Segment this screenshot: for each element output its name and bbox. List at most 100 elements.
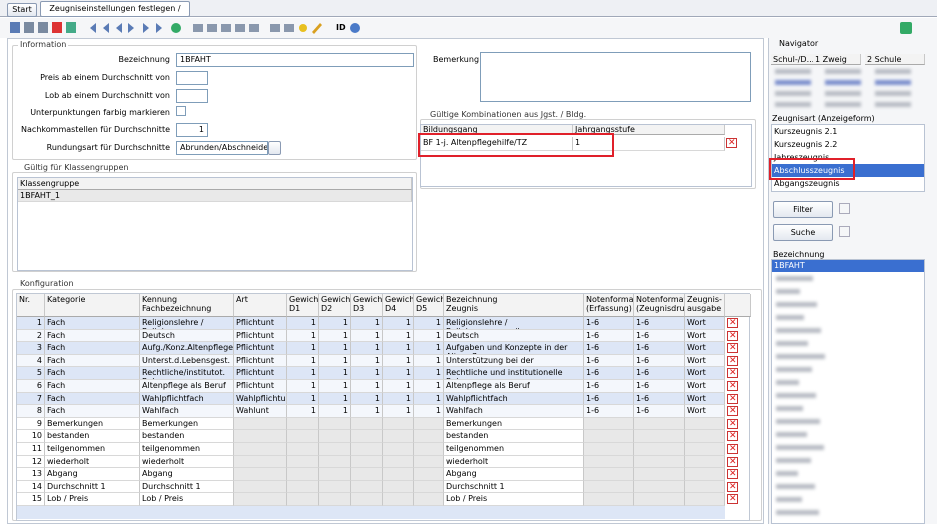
table-cell [685, 468, 725, 481]
delete-button[interactable] [727, 355, 738, 366]
report-type[interactable]: Kurszeugnis 2.1 [774, 127, 838, 136]
delete-button[interactable] [727, 330, 738, 341]
table-cell [319, 493, 351, 506]
table-cell: bestanden [444, 430, 584, 443]
delete-button[interactable] [727, 481, 738, 492]
field-label: Preis ab einem Durchschnitt von [40, 73, 170, 82]
table-cell: Rechtliche und institutionelle Rahme... [444, 367, 584, 380]
combination-cell: 1 [573, 137, 725, 151]
field-input[interactable]: Abrunden/Abschneiden [176, 141, 268, 155]
table-cell: 1 [287, 342, 319, 355]
field-input[interactable] [176, 71, 208, 85]
table-cell: Durchschnitt 1 [140, 480, 234, 494]
id-button[interactable]: ID [336, 23, 346, 32]
table-cell [319, 468, 351, 481]
field-input[interactable]: 1BFAHT [176, 53, 414, 67]
action-button[interactable]: Suche [773, 224, 833, 241]
report-type[interactable]: Jahreszeugnis [774, 153, 830, 162]
class-group-table: Klassengruppe 1BFAHT_1 [17, 177, 413, 271]
delete-button[interactable] [726, 138, 737, 148]
field-input[interactable] [176, 106, 186, 116]
column-header: Nr. [17, 294, 45, 317]
blurred-entry [776, 367, 812, 372]
table-cell: 1 [414, 380, 444, 393]
table-cell: 1 [383, 329, 414, 343]
navigator-title: Navigator [779, 39, 819, 48]
delete-button[interactable] [727, 494, 738, 505]
table-cell: Altenpflege als Beruf [444, 380, 584, 393]
delete-button[interactable] [727, 418, 738, 429]
list-item[interactable]: 1BFAHT [772, 260, 924, 272]
table-cell: Abgang [444, 468, 584, 481]
table-cell: Wort [685, 317, 725, 330]
blurred-entry [875, 91, 911, 96]
blurred-entry [776, 354, 825, 359]
delete-button[interactable] [727, 406, 738, 417]
field-label: Unterpunktungen farbig markieren [30, 108, 170, 117]
table-cell: Wahlfach [140, 405, 234, 418]
table-cell: 1 [414, 392, 444, 406]
field-input[interactable] [176, 89, 208, 103]
report-type[interactable]: Abschlusszeugnis [772, 164, 924, 177]
delete-button[interactable] [727, 381, 738, 391]
delete-button[interactable] [727, 368, 738, 379]
tab-bar: Start Zeugniseinstellungen festlegen / ä… [0, 0, 937, 27]
table-cell [634, 480, 685, 494]
report-type[interactable]: Abgangszeugnis [774, 179, 840, 188]
dropdown-button[interactable] [268, 141, 281, 155]
highlight [418, 133, 614, 157]
delete-button[interactable] [727, 318, 738, 328]
table-cell: 1-6 [584, 354, 634, 368]
delete-button[interactable] [727, 444, 738, 454]
table-cell [634, 430, 685, 443]
table-cell: 15 [17, 493, 45, 506]
list: 1BFAHT [771, 259, 925, 524]
table-cell: 12 [17, 455, 45, 469]
table-cell: 13 [17, 468, 45, 481]
table-cell: Wort [685, 367, 725, 380]
checkbox[interactable] [839, 203, 850, 214]
tab[interactable]: Start [7, 3, 37, 17]
table-cell [584, 430, 634, 443]
table-cell: 1-6 [584, 317, 634, 330]
table-cell: bestanden [140, 430, 234, 443]
table-cell: 11 [17, 443, 45, 456]
field-label: Nachkommastellen für Durchschnitte [21, 125, 170, 134]
table-cell: Religionslehre / Religion... [140, 317, 234, 330]
blurred-entry [825, 69, 861, 74]
report-type-title: Zeugnisart (Anzeigeform) [772, 114, 875, 123]
checkbox[interactable] [839, 226, 850, 237]
table-cell: Fach [45, 317, 140, 330]
delete-button[interactable] [727, 343, 738, 354]
table-cell [383, 480, 414, 494]
table-cell: 1-6 [584, 405, 634, 418]
table-cell: Aufgaben und Konzepte in der Altenpfl... [444, 342, 584, 355]
tab[interactable]: Zeugniseinstellungen festlegen / ändern [40, 1, 190, 27]
table-cell: 1-6 [634, 405, 685, 418]
table-cell: Pflichtunt [234, 342, 287, 355]
table-cell: Wort [685, 342, 725, 355]
table-cell [414, 430, 444, 443]
refresh-button[interactable] [900, 22, 912, 34]
delete-button[interactable] [727, 456, 738, 467]
table-cell: Pflichtunt [234, 317, 287, 330]
column-header: Gewicht D2 [319, 294, 351, 317]
delete-button[interactable] [727, 431, 738, 442]
table-cell [634, 493, 685, 506]
table-cell: Unterst.d.Lebensgest. [140, 354, 234, 368]
table-cell [414, 480, 444, 494]
table-cell: Wort [685, 329, 725, 343]
table-cell: 1 [414, 354, 444, 368]
table-cell [414, 417, 444, 431]
field-input[interactable]: 1 [176, 123, 208, 137]
report-type[interactable]: Kurszeugnis 2.2 [774, 140, 838, 149]
table-cell: Pflichtunt [234, 367, 287, 380]
table-cell: 1-6 [584, 367, 634, 380]
table-cell [685, 480, 725, 494]
delete-button[interactable] [727, 469, 738, 480]
delete-button[interactable] [727, 393, 738, 404]
table-cell: 1-6 [634, 367, 685, 380]
table-cell: 1 [287, 380, 319, 393]
action-button[interactable]: Filter [773, 201, 833, 218]
remark-input[interactable] [480, 52, 751, 102]
